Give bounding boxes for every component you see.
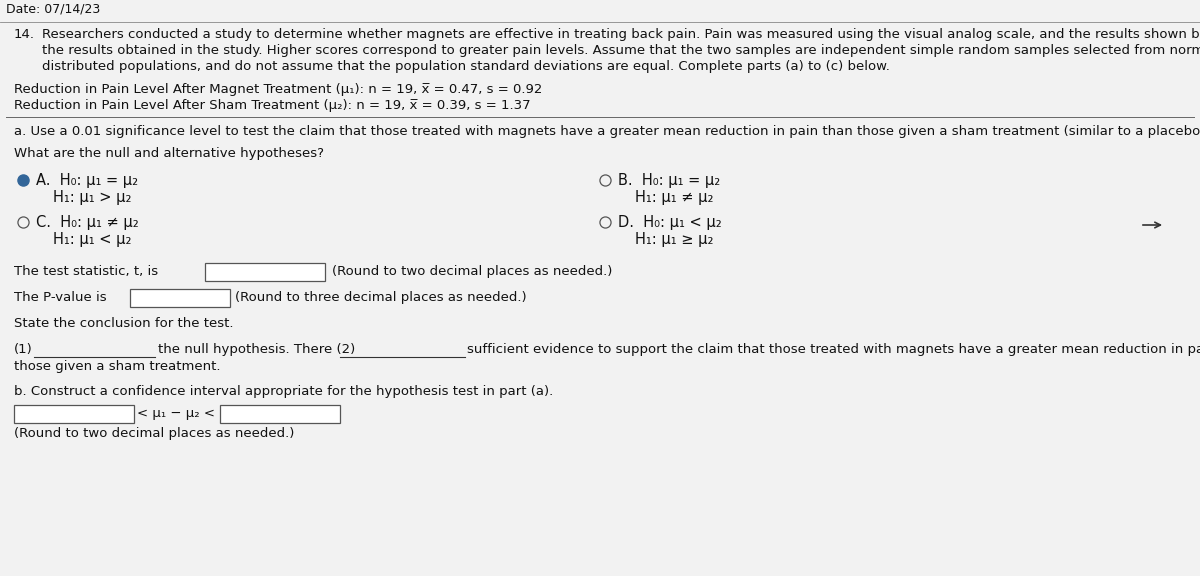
Text: The test statistic, t, is: The test statistic, t, is xyxy=(14,265,158,278)
Text: H₁: μ₁ < μ₂: H₁: μ₁ < μ₂ xyxy=(53,232,132,247)
Text: H₁: μ₁ > μ₂: H₁: μ₁ > μ₂ xyxy=(53,190,132,205)
Text: The P-value is: The P-value is xyxy=(14,291,107,304)
Text: 14.: 14. xyxy=(14,28,35,41)
Text: the results obtained in the study. Higher scores correspond to greater pain leve: the results obtained in the study. Highe… xyxy=(42,44,1200,57)
Text: C.  H₀: μ₁ ≠ μ₂: C. H₀: μ₁ ≠ μ₂ xyxy=(36,215,139,230)
Text: B.  H₀: μ₁ = μ₂: B. H₀: μ₁ = μ₂ xyxy=(618,173,720,188)
Text: a. Use a 0.01 significance level to test the claim that those treated with magne: a. Use a 0.01 significance level to test… xyxy=(14,125,1200,138)
Text: sufficient evidence to support the claim that those treated with magnets have a : sufficient evidence to support the claim… xyxy=(467,343,1200,356)
Text: (Round to two decimal places as needed.): (Round to two decimal places as needed.) xyxy=(14,427,294,440)
Bar xyxy=(0,0,1200,22)
Text: Date: 07/14/23: Date: 07/14/23 xyxy=(6,3,101,16)
Text: distributed populations, and do not assume that the population standard deviatio: distributed populations, and do not assu… xyxy=(42,60,890,73)
Text: (Round to three decimal places as needed.): (Round to three decimal places as needed… xyxy=(235,291,527,304)
Text: those given a sham treatment.: those given a sham treatment. xyxy=(14,360,221,373)
Bar xyxy=(14,405,134,423)
Text: State the conclusion for the test.: State the conclusion for the test. xyxy=(14,317,234,330)
Text: Researchers conducted a study to determine whether magnets are effective in trea: Researchers conducted a study to determi… xyxy=(42,28,1200,41)
Text: D.  H₀: μ₁ < μ₂: D. H₀: μ₁ < μ₂ xyxy=(618,215,721,230)
Text: Reduction in Pain Level After Magnet Treatment (μ₁): n = 19, x̅ = 0.47, s = 0.92: Reduction in Pain Level After Magnet Tre… xyxy=(14,83,542,96)
Text: What are the null and alternative hypotheses?: What are the null and alternative hypoth… xyxy=(14,147,324,160)
Text: A.  H₀: μ₁ = μ₂: A. H₀: μ₁ = μ₂ xyxy=(36,173,138,188)
Text: < μ₁ − μ₂ <: < μ₁ − μ₂ < xyxy=(137,407,215,420)
Text: b. Construct a confidence interval appropriate for the hypothesis test in part (: b. Construct a confidence interval appro… xyxy=(14,385,553,398)
Bar xyxy=(220,405,340,423)
Bar xyxy=(205,263,325,281)
Text: the null hypothesis. There (2): the null hypothesis. There (2) xyxy=(158,343,355,356)
Text: H₁: μ₁ ≥ μ₂: H₁: μ₁ ≥ μ₂ xyxy=(635,232,714,247)
Text: Reduction in Pain Level After Sham Treatment (μ₂): n = 19, x̅ = 0.39, s = 1.37: Reduction in Pain Level After Sham Treat… xyxy=(14,99,530,112)
Text: (Round to two decimal places as needed.): (Round to two decimal places as needed.) xyxy=(332,265,612,278)
Text: H₁: μ₁ ≠ μ₂: H₁: μ₁ ≠ μ₂ xyxy=(635,190,714,205)
Text: (1): (1) xyxy=(14,343,32,356)
Bar xyxy=(130,289,230,307)
